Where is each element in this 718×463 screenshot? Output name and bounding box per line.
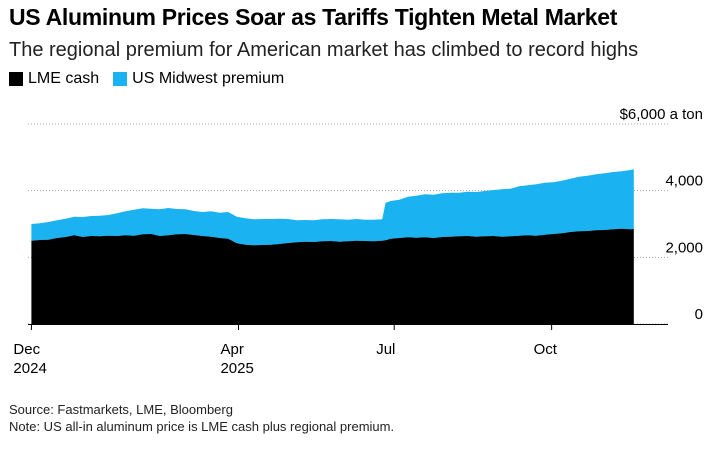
y-tick-label-1: 4,000: [665, 173, 703, 190]
note-text: Note: US all-in aluminum price is LME ca…: [9, 419, 395, 434]
y-tick-label-3: 0: [695, 306, 703, 323]
chart-footer: Source: Fastmarkets, LME, Bloomberg Note…: [9, 401, 394, 435]
legend-item-premium: US Midwest premium: [113, 70, 284, 88]
series-area-lme-cash: [31, 228, 634, 324]
x-tick-sublabel-1: 2025: [220, 360, 253, 377]
area-chart: $6,000 a ton 4,000 2,000 0 Dec 2024 Apr 2025 Jul…: [13, 106, 703, 377]
x-tick-sublabel-0: 2024: [13, 360, 46, 377]
source-text: Source: Fastmarkets, LME, Bloomberg: [9, 402, 233, 417]
chart-subtitle: The regional premium for American market…: [9, 39, 639, 61]
chart-title: US Aluminum Prices Soar as Tariffs Tight…: [9, 4, 618, 30]
y-tick-label-0: $6,000 a ton: [620, 106, 703, 123]
legend-swatch-lme: [9, 72, 23, 86]
series-area-us-midwest-premium: [31, 169, 634, 246]
legend-label-lme: LME cash: [28, 70, 100, 87]
chart-legend: LME cash US Midwest premium: [9, 70, 298, 88]
legend-label-premium: US Midwest premium: [132, 70, 285, 87]
legend-swatch-premium: [113, 72, 128, 86]
legend-item-lme: LME cash: [9, 70, 99, 88]
y-tick-label-2: 2,000: [665, 239, 703, 256]
x-tick-label-2: Jul: [376, 341, 395, 358]
x-tick-label-0: Dec: [13, 341, 40, 358]
x-tick-label-3: Oct: [534, 341, 558, 358]
x-tick-label-1: Apr: [220, 341, 243, 358]
